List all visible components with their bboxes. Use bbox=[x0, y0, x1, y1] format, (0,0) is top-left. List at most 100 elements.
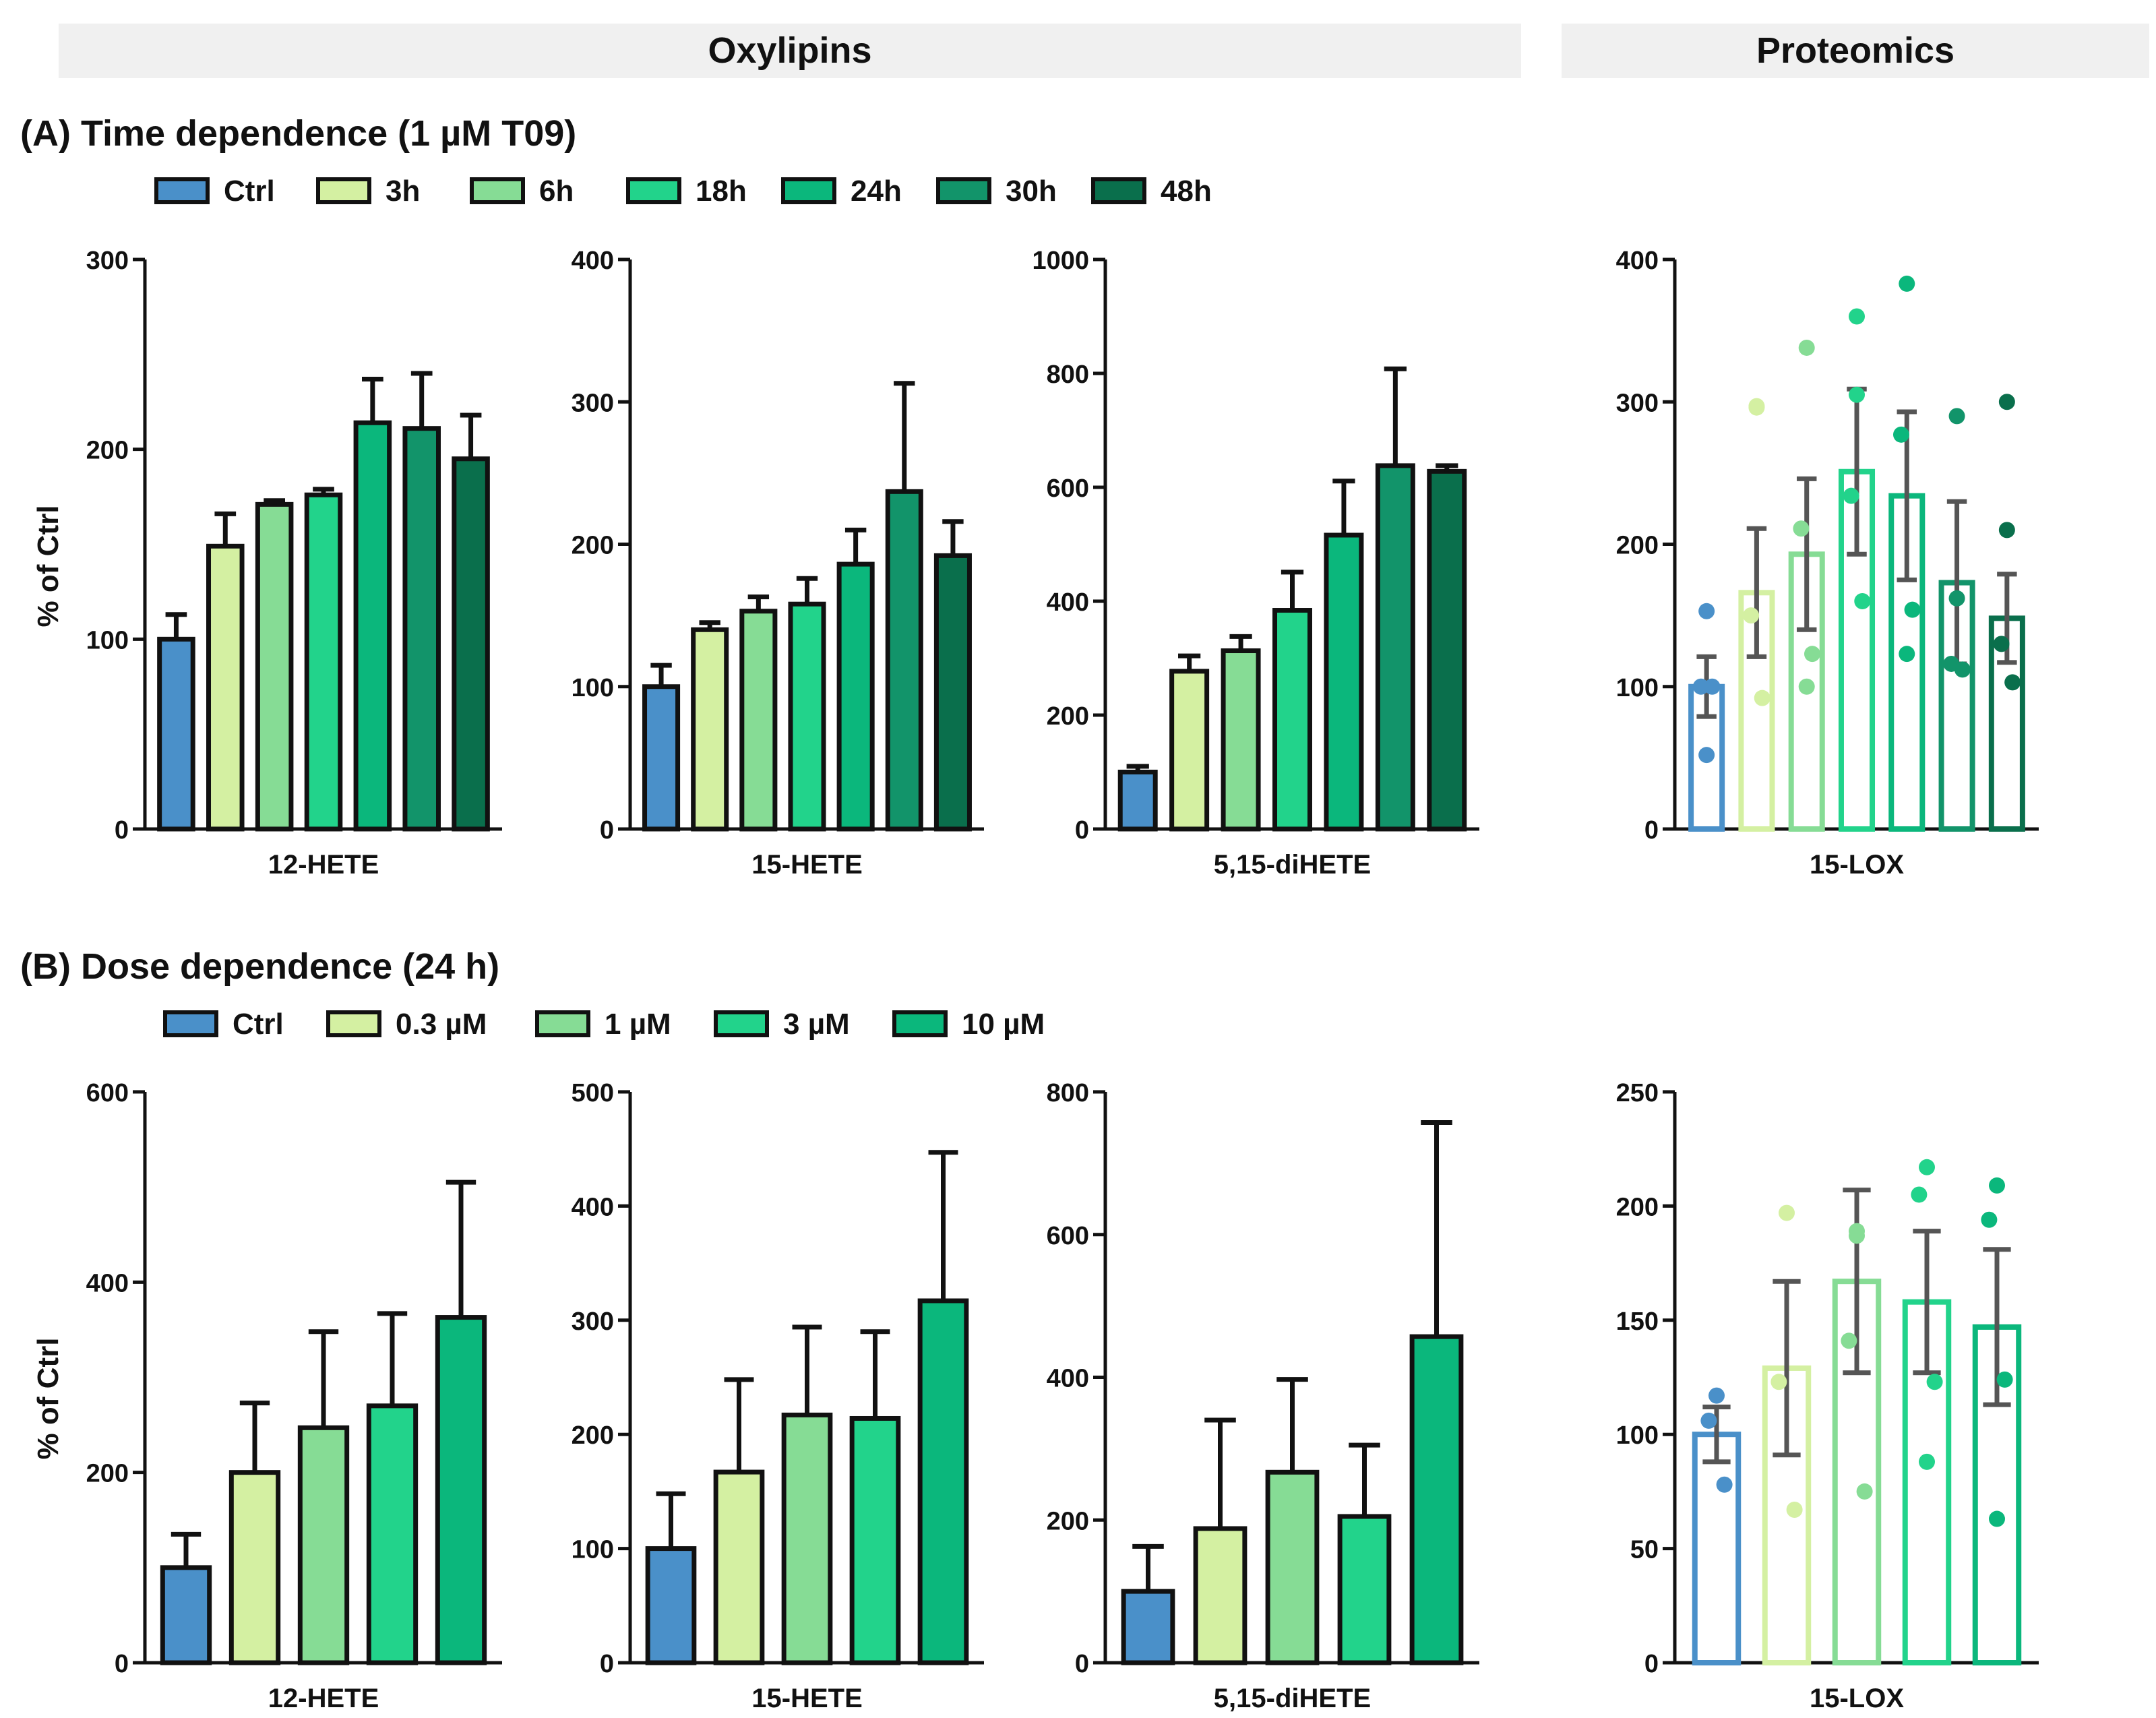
legend-label: 3 µM bbox=[783, 1008, 850, 1041]
data-point bbox=[1981, 1211, 1998, 1228]
bar bbox=[781, 1412, 833, 1665]
data-point bbox=[1779, 1204, 1795, 1221]
data-point bbox=[1804, 646, 1821, 663]
data-point bbox=[1919, 1453, 1935, 1470]
data-point bbox=[1716, 1476, 1733, 1493]
data-point bbox=[1854, 593, 1871, 609]
y-tick-label: 100 bbox=[572, 674, 614, 702]
y-tick-label: 800 bbox=[1047, 361, 1089, 389]
bar bbox=[297, 1425, 350, 1665]
y-tick-label: 200 bbox=[86, 437, 129, 465]
y-tick-label: 100 bbox=[86, 626, 129, 654]
data-point bbox=[1754, 689, 1770, 706]
y-tick-label: 100 bbox=[572, 1536, 614, 1564]
bar bbox=[1169, 669, 1210, 832]
bar bbox=[157, 636, 195, 832]
y-tick-label: 100 bbox=[1616, 1421, 1659, 1450]
y-tick-label: 400 bbox=[1616, 247, 1659, 275]
bar bbox=[452, 456, 490, 832]
y-tick-label: 0 bbox=[1644, 1650, 1659, 1678]
legend-label: 6h bbox=[539, 175, 574, 208]
data-point bbox=[1899, 275, 1915, 292]
section-b-title: (B) Dose dependence (24 h) bbox=[20, 946, 499, 987]
bar bbox=[1427, 468, 1467, 832]
y-tick-label: 400 bbox=[1047, 588, 1089, 617]
y-tick-label: 200 bbox=[1616, 532, 1659, 560]
y-tick-label: 200 bbox=[86, 1460, 129, 1488]
data-point bbox=[1849, 308, 1865, 325]
bar bbox=[836, 561, 875, 832]
y-tick-label: 0 bbox=[1075, 816, 1089, 845]
proteomics-header-bar bbox=[1562, 24, 2149, 78]
data-point bbox=[1849, 386, 1865, 403]
bar bbox=[206, 543, 245, 832]
y-tick-label: 0 bbox=[600, 1650, 614, 1678]
y-tick-label: 0 bbox=[600, 816, 614, 845]
chart-a-15-lox: 0 100 200 300 400 15-LOX bbox=[1616, 247, 2039, 880]
y-tick-label: 0 bbox=[115, 1650, 129, 1678]
data-point bbox=[1849, 1227, 1865, 1244]
data-point bbox=[1798, 339, 1815, 356]
y-tick-label: 600 bbox=[1047, 1222, 1089, 1250]
data-point bbox=[1698, 603, 1715, 619]
data-point bbox=[1899, 646, 1915, 663]
legend-swatch bbox=[470, 177, 525, 204]
x-axis-label: 5,15-diHETE bbox=[1214, 850, 1371, 880]
bar bbox=[1375, 463, 1415, 832]
bar bbox=[1121, 1589, 1175, 1665]
y-tick-label: 150 bbox=[1616, 1308, 1659, 1336]
bar bbox=[1409, 1334, 1464, 1665]
data-point bbox=[1904, 601, 1921, 618]
bar bbox=[691, 627, 729, 832]
legend-swatch bbox=[936, 177, 991, 204]
data-point bbox=[1698, 747, 1715, 764]
data-point bbox=[1770, 1374, 1787, 1390]
bar bbox=[1221, 648, 1261, 832]
legend-swatch bbox=[626, 177, 681, 204]
chart-b-15-lox: 0 50 100 150 200 250 15-LOX bbox=[1616, 1079, 2039, 1713]
bar bbox=[402, 426, 441, 832]
data-point bbox=[1786, 1502, 1803, 1518]
y-tick-label: 0 bbox=[1075, 1650, 1089, 1678]
data-point bbox=[1892, 426, 1909, 443]
legend-label: 48h bbox=[1161, 175, 1212, 208]
oxylipins-header-bar bbox=[59, 24, 1521, 78]
legend-swatch bbox=[892, 1010, 948, 1037]
y-tick-label: 300 bbox=[86, 247, 129, 275]
data-point bbox=[1998, 522, 2015, 539]
data-point bbox=[1948, 590, 1965, 607]
bar bbox=[1324, 532, 1364, 832]
x-axis-label: 5,15-diHETE bbox=[1214, 1684, 1371, 1713]
y-tick-label: 200 bbox=[572, 532, 614, 560]
bar bbox=[713, 1469, 765, 1665]
y-tick-label: 200 bbox=[1047, 1507, 1089, 1535]
proteomics-header: Proteomics bbox=[1756, 30, 1954, 71]
x-axis-label: 15-LOX bbox=[1810, 850, 1904, 880]
y-tick-label: 500 bbox=[572, 1079, 614, 1107]
legend-swatch bbox=[163, 1010, 218, 1037]
bar bbox=[1692, 1432, 1742, 1665]
y-tick-label: 800 bbox=[1047, 1079, 1089, 1107]
data-point bbox=[1948, 408, 1965, 425]
chart-b-5-15-dihete: 0 200 400 600 800 5,15-diHETE bbox=[1047, 1079, 1479, 1713]
data-point bbox=[1700, 1412, 1717, 1429]
data-point bbox=[1748, 399, 1765, 416]
y-tick-label: 300 bbox=[572, 389, 614, 417]
bar bbox=[788, 601, 826, 832]
y-tick-label: 600 bbox=[86, 1079, 129, 1107]
y-tick-label: 400 bbox=[1047, 1365, 1089, 1393]
x-axis-label: 15-LOX bbox=[1810, 1684, 1904, 1713]
data-point bbox=[1692, 678, 1709, 695]
legend-label: Ctrl bbox=[233, 1008, 284, 1041]
data-point bbox=[1989, 1510, 2005, 1527]
legend-swatch bbox=[714, 1010, 769, 1037]
legend-swatch bbox=[154, 177, 210, 204]
legend-label: 24h bbox=[851, 175, 902, 208]
data-point bbox=[1843, 487, 1859, 504]
bar bbox=[739, 609, 778, 832]
y-tick-label: 200 bbox=[1616, 1193, 1659, 1221]
chart-a-5-15-dihete: 0 200 400 600 800 1000 5,15-diHETE bbox=[1032, 247, 1479, 880]
data-point bbox=[1993, 636, 2010, 652]
x-axis-label: 15-HETE bbox=[751, 1684, 863, 1713]
